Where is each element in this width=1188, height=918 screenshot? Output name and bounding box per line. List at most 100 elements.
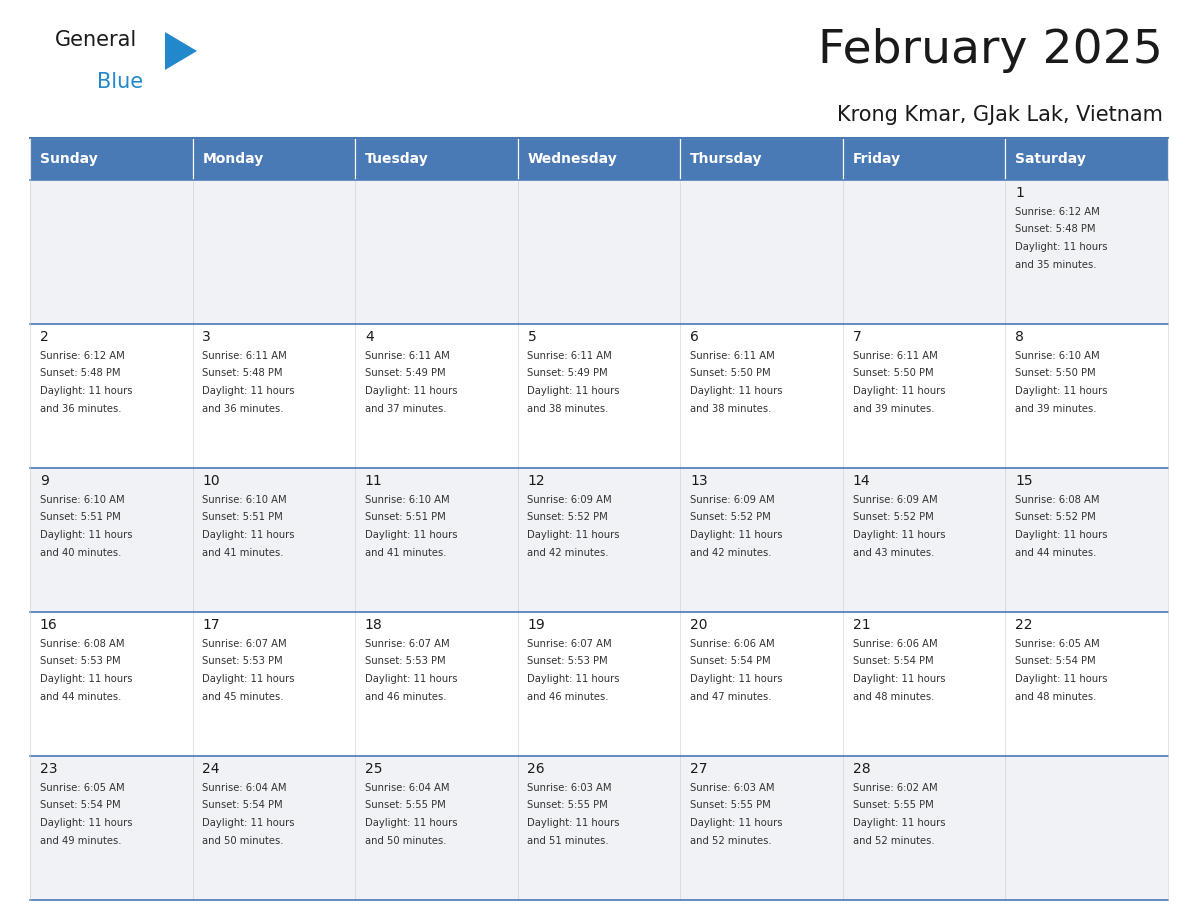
- Text: and 49 minutes.: and 49 minutes.: [39, 835, 121, 845]
- Text: Daylight: 11 hours: Daylight: 11 hours: [1016, 242, 1107, 252]
- Text: and 46 minutes.: and 46 minutes.: [365, 691, 447, 701]
- Text: Sunset: 5:55 PM: Sunset: 5:55 PM: [853, 800, 934, 811]
- Text: 28: 28: [853, 762, 871, 776]
- Text: and 36 minutes.: and 36 minutes.: [39, 404, 121, 413]
- Text: Daylight: 11 hours: Daylight: 11 hours: [853, 386, 946, 396]
- Text: 16: 16: [39, 618, 57, 632]
- Bar: [1005, 138, 1168, 180]
- Text: Krong Kmar, GJak Lak, Vietnam: Krong Kmar, GJak Lak, Vietnam: [838, 105, 1163, 125]
- Text: and 45 minutes.: and 45 minutes.: [202, 691, 284, 701]
- Text: Sunrise: 6:10 AM: Sunrise: 6:10 AM: [39, 495, 125, 505]
- Text: Thursday: Thursday: [690, 152, 763, 166]
- Text: Daylight: 11 hours: Daylight: 11 hours: [690, 818, 783, 828]
- Text: and 44 minutes.: and 44 minutes.: [39, 691, 121, 701]
- Text: Sunset: 5:52 PM: Sunset: 5:52 PM: [690, 512, 771, 522]
- Text: Sunset: 5:48 PM: Sunset: 5:48 PM: [39, 368, 120, 378]
- Text: 13: 13: [690, 474, 708, 488]
- Text: Sunset: 5:54 PM: Sunset: 5:54 PM: [690, 656, 771, 666]
- Text: Sunrise: 6:08 AM: Sunrise: 6:08 AM: [1016, 495, 1100, 505]
- Bar: [30, 756, 1168, 900]
- Text: Sunrise: 6:06 AM: Sunrise: 6:06 AM: [690, 639, 775, 649]
- Text: Wednesday: Wednesday: [527, 152, 618, 166]
- Text: Sunrise: 6:07 AM: Sunrise: 6:07 AM: [527, 639, 612, 649]
- Text: Sunrise: 6:02 AM: Sunrise: 6:02 AM: [853, 783, 937, 793]
- Text: 17: 17: [202, 618, 220, 632]
- Text: Daylight: 11 hours: Daylight: 11 hours: [1016, 674, 1107, 684]
- Text: 2: 2: [39, 330, 49, 344]
- Text: Sunrise: 6:03 AM: Sunrise: 6:03 AM: [527, 783, 612, 793]
- Text: and 40 minutes.: and 40 minutes.: [39, 547, 121, 557]
- Text: Sunset: 5:53 PM: Sunset: 5:53 PM: [365, 656, 446, 666]
- Text: Daylight: 11 hours: Daylight: 11 hours: [527, 674, 620, 684]
- Text: Sunrise: 6:07 AM: Sunrise: 6:07 AM: [365, 639, 449, 649]
- Text: Sunrise: 6:05 AM: Sunrise: 6:05 AM: [39, 783, 125, 793]
- Text: and 41 minutes.: and 41 minutes.: [365, 547, 447, 557]
- Text: Sunset: 5:54 PM: Sunset: 5:54 PM: [1016, 656, 1095, 666]
- Text: and 42 minutes.: and 42 minutes.: [690, 547, 771, 557]
- Text: and 48 minutes.: and 48 minutes.: [853, 691, 934, 701]
- Text: Sunset: 5:55 PM: Sunset: 5:55 PM: [527, 800, 608, 811]
- Text: Sunrise: 6:11 AM: Sunrise: 6:11 AM: [690, 351, 775, 361]
- Text: Daylight: 11 hours: Daylight: 11 hours: [202, 818, 295, 828]
- Text: Sunrise: 6:09 AM: Sunrise: 6:09 AM: [527, 495, 612, 505]
- Text: 21: 21: [853, 618, 871, 632]
- Text: and 37 minutes.: and 37 minutes.: [365, 404, 447, 413]
- Text: 5: 5: [527, 330, 536, 344]
- Text: Sunset: 5:49 PM: Sunset: 5:49 PM: [365, 368, 446, 378]
- Text: 23: 23: [39, 762, 57, 776]
- Text: Sunday: Sunday: [39, 152, 97, 166]
- Text: Sunset: 5:53 PM: Sunset: 5:53 PM: [527, 656, 608, 666]
- Text: Sunrise: 6:08 AM: Sunrise: 6:08 AM: [39, 639, 125, 649]
- Text: Sunrise: 6:06 AM: Sunrise: 6:06 AM: [853, 639, 937, 649]
- Text: Daylight: 11 hours: Daylight: 11 hours: [202, 530, 295, 540]
- Text: Sunset: 5:50 PM: Sunset: 5:50 PM: [853, 368, 934, 378]
- Text: February 2025: February 2025: [819, 28, 1163, 73]
- Text: and 52 minutes.: and 52 minutes.: [853, 835, 934, 845]
- Text: Sunrise: 6:11 AM: Sunrise: 6:11 AM: [202, 351, 287, 361]
- Bar: [842, 138, 1005, 180]
- Text: 8: 8: [1016, 330, 1024, 344]
- Text: and 39 minutes.: and 39 minutes.: [1016, 404, 1097, 413]
- Text: Daylight: 11 hours: Daylight: 11 hours: [853, 818, 946, 828]
- Text: Daylight: 11 hours: Daylight: 11 hours: [39, 674, 132, 684]
- Text: Friday: Friday: [853, 152, 901, 166]
- Text: and 39 minutes.: and 39 minutes.: [853, 404, 934, 413]
- Text: Sunrise: 6:12 AM: Sunrise: 6:12 AM: [39, 351, 125, 361]
- Text: 22: 22: [1016, 618, 1032, 632]
- Text: and 46 minutes.: and 46 minutes.: [527, 691, 609, 701]
- Text: and 52 minutes.: and 52 minutes.: [690, 835, 772, 845]
- Text: Sunrise: 6:11 AM: Sunrise: 6:11 AM: [853, 351, 937, 361]
- Text: Daylight: 11 hours: Daylight: 11 hours: [39, 386, 132, 396]
- Text: Tuesday: Tuesday: [365, 152, 429, 166]
- Text: 7: 7: [853, 330, 861, 344]
- Text: 1: 1: [1016, 186, 1024, 200]
- Text: and 48 minutes.: and 48 minutes.: [1016, 691, 1097, 701]
- Bar: [30, 180, 1168, 324]
- Text: 6: 6: [690, 330, 699, 344]
- Text: Sunset: 5:53 PM: Sunset: 5:53 PM: [39, 656, 120, 666]
- Text: Daylight: 11 hours: Daylight: 11 hours: [690, 530, 783, 540]
- Text: Sunrise: 6:10 AM: Sunrise: 6:10 AM: [1016, 351, 1100, 361]
- Text: Monday: Monday: [202, 152, 264, 166]
- Text: Sunrise: 6:04 AM: Sunrise: 6:04 AM: [202, 783, 286, 793]
- Text: and 44 minutes.: and 44 minutes.: [1016, 547, 1097, 557]
- Text: and 42 minutes.: and 42 minutes.: [527, 547, 609, 557]
- Text: and 38 minutes.: and 38 minutes.: [690, 404, 771, 413]
- Text: Sunrise: 6:11 AM: Sunrise: 6:11 AM: [365, 351, 449, 361]
- Text: 24: 24: [202, 762, 220, 776]
- Text: and 41 minutes.: and 41 minutes.: [202, 547, 284, 557]
- Text: Sunrise: 6:11 AM: Sunrise: 6:11 AM: [527, 351, 612, 361]
- Text: 12: 12: [527, 474, 545, 488]
- Text: 20: 20: [690, 618, 708, 632]
- Text: Sunset: 5:55 PM: Sunset: 5:55 PM: [690, 800, 771, 811]
- Bar: [518, 138, 681, 180]
- Text: Daylight: 11 hours: Daylight: 11 hours: [365, 530, 457, 540]
- Bar: [681, 138, 842, 180]
- Text: Sunrise: 6:04 AM: Sunrise: 6:04 AM: [365, 783, 449, 793]
- Text: Daylight: 11 hours: Daylight: 11 hours: [202, 386, 295, 396]
- Text: Sunset: 5:49 PM: Sunset: 5:49 PM: [527, 368, 608, 378]
- Text: 9: 9: [39, 474, 49, 488]
- Text: Sunset: 5:54 PM: Sunset: 5:54 PM: [853, 656, 934, 666]
- Text: Daylight: 11 hours: Daylight: 11 hours: [1016, 530, 1107, 540]
- Text: Daylight: 11 hours: Daylight: 11 hours: [853, 530, 946, 540]
